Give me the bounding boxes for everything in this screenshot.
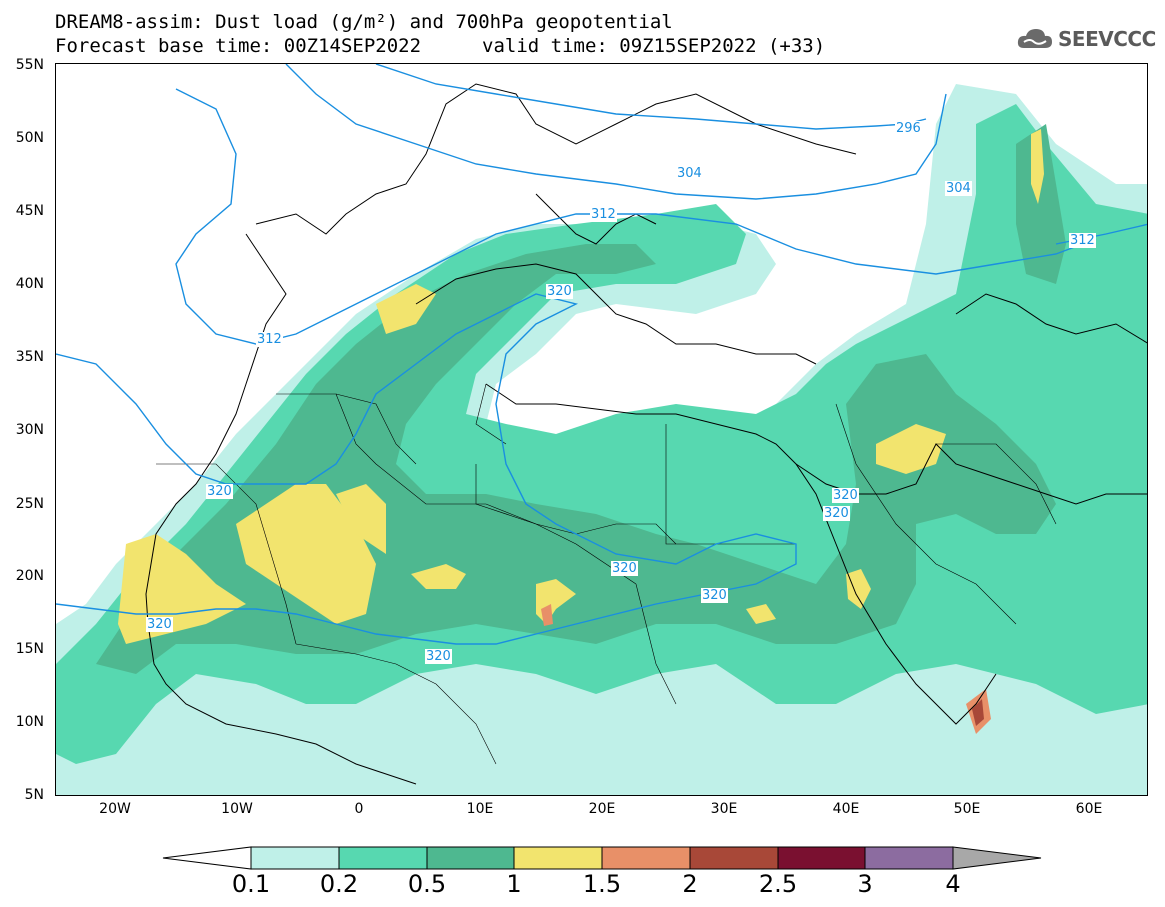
colorbar-swatch bbox=[777, 846, 866, 870]
lat-label: 30N bbox=[15, 422, 44, 438]
contour-label: 320 bbox=[832, 488, 859, 503]
contour-label: 320 bbox=[546, 284, 573, 299]
legend-label: 2.5 bbox=[758, 870, 798, 898]
colorbar-swatch bbox=[338, 846, 428, 870]
dust-field-yellow bbox=[118, 129, 1044, 644]
contour-label: 312 bbox=[590, 207, 617, 222]
map-title: DREAM8-assim: Dust load (g/m²) and 700hP… bbox=[55, 11, 673, 33]
lon-label: 10E bbox=[466, 801, 494, 817]
colorbar-swatch bbox=[250, 846, 340, 870]
lat-label: 35N bbox=[15, 349, 44, 365]
lat-label: 25N bbox=[15, 496, 44, 512]
seevccc-logo: SEEVCCC bbox=[1016, 26, 1156, 52]
legend-label: 1 bbox=[506, 870, 522, 898]
colorbar-left-arrow bbox=[162, 846, 252, 870]
lon-label: 10W bbox=[221, 801, 253, 817]
lon-label: 20E bbox=[588, 801, 616, 817]
colorbar-swatch bbox=[689, 846, 779, 870]
contour-label: 320 bbox=[701, 588, 728, 603]
map-area bbox=[55, 63, 1148, 796]
lat-label: 45N bbox=[15, 203, 44, 219]
lat-label: 50N bbox=[15, 130, 44, 146]
contour-label: 296 bbox=[895, 121, 922, 136]
lon-label: 20W bbox=[99, 801, 131, 817]
contour-label: 320 bbox=[146, 617, 173, 632]
country-borders bbox=[156, 383, 1057, 765]
valid-time: valid time: 09Z15SEP2022 (+33) bbox=[482, 35, 826, 57]
contour-label: 304 bbox=[945, 181, 972, 196]
lon-label: 60E bbox=[1075, 801, 1103, 817]
lon-label: 40E bbox=[832, 801, 860, 817]
colorbar-swatch bbox=[601, 846, 691, 870]
dust-map bbox=[56, 64, 1147, 795]
lat-label: 40N bbox=[15, 276, 44, 292]
contour-label: 320 bbox=[823, 506, 850, 521]
lat-label: 20N bbox=[15, 568, 44, 584]
lon-label: 30E bbox=[710, 801, 738, 817]
geopotential-contours bbox=[56, 64, 1147, 645]
colorbar-swatch bbox=[864, 846, 954, 870]
legend-label: 0.2 bbox=[319, 870, 359, 898]
contour-label: 320 bbox=[425, 649, 452, 664]
contour-label: 304 bbox=[676, 166, 703, 181]
colorbar-legend bbox=[162, 846, 1042, 870]
contour-label: 312 bbox=[256, 332, 283, 347]
lat-label: 15N bbox=[15, 641, 44, 657]
legend-label: 0.1 bbox=[231, 870, 271, 898]
legend-label: 1.5 bbox=[582, 870, 622, 898]
dust-field-red bbox=[972, 699, 984, 726]
lat-label: 10N bbox=[15, 714, 44, 730]
cloud-logo-icon bbox=[1017, 29, 1052, 48]
colorbar-right-arrow bbox=[952, 846, 1042, 870]
legend-label: 3 bbox=[857, 870, 873, 898]
contour-label: 320 bbox=[611, 561, 638, 576]
lat-label: 55N bbox=[15, 57, 44, 73]
lon-label: 50E bbox=[953, 801, 981, 817]
lon-label: 0 bbox=[354, 801, 364, 817]
forecast-base-time: Forecast base time: 00Z14SEP2022 bbox=[55, 35, 422, 57]
logo-text: SEEVCCC bbox=[1058, 27, 1156, 51]
contour-label: 320 bbox=[206, 484, 233, 499]
lat-label: 5N bbox=[24, 787, 44, 803]
contour-label: 312 bbox=[1069, 233, 1096, 248]
colorbar-swatch bbox=[426, 846, 515, 870]
legend-label: 4 bbox=[945, 870, 961, 898]
colorbar-swatch bbox=[513, 846, 603, 870]
legend-label: 2 bbox=[682, 870, 698, 898]
legend-label: 0.5 bbox=[407, 870, 447, 898]
